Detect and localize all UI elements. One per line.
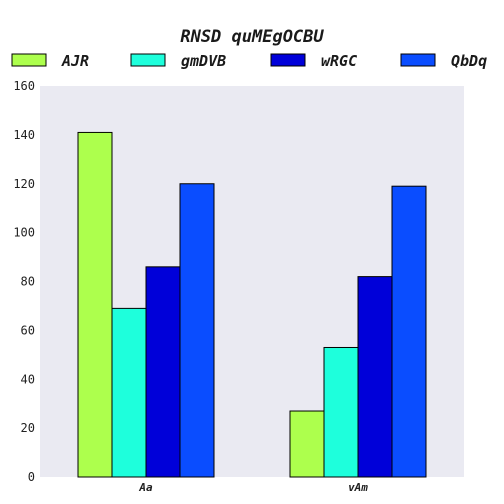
legend-label: AJR: [61, 52, 89, 70]
y-tick-label: 60: [21, 323, 35, 337]
x-tick-label: vAm: [348, 481, 368, 494]
bar-AJR-vAm: [289, 410, 325, 478]
y-tick-label: 120: [13, 177, 35, 191]
y-tick-label: 140: [13, 128, 35, 142]
x-tick-label: Aa: [138, 481, 153, 494]
y-tick-label: 20: [21, 421, 35, 435]
legend-label: wRGC: [321, 52, 357, 70]
legend-label: QbDq: [451, 52, 487, 70]
bar-wRGC-Aa: [145, 266, 181, 478]
legend-swatch: [130, 53, 166, 67]
bar-QbDq-Aa: [179, 183, 215, 478]
bar-wRGC-vAm: [357, 276, 393, 478]
legend-swatch: [11, 53, 47, 67]
bar-AJR-Aa: [77, 131, 113, 478]
y-tick-label: 40: [21, 372, 35, 386]
y-axis: 0 20 40 60 80 100 120 140 160: [13, 79, 35, 484]
x-axis: Aa vAm: [138, 481, 368, 494]
bar-gmDVB-vAm: [323, 346, 359, 478]
legend-label: gmDVB: [181, 52, 226, 70]
bar-gmDVB-Aa: [111, 307, 147, 478]
chart-title: RNSD quMEgOCBU: [180, 27, 324, 47]
bar-QbDq-vAm: [391, 185, 427, 478]
y-tick-label: 80: [21, 275, 35, 289]
legend: AJR gmDVB wRGC QbDq: [11, 52, 487, 70]
y-tick-label: 100: [13, 226, 35, 240]
legend-swatch: [270, 53, 306, 67]
y-tick-label: 160: [13, 79, 35, 93]
legend-swatch: [400, 53, 436, 67]
y-tick-label: 0: [28, 470, 35, 484]
bars: [77, 131, 427, 478]
